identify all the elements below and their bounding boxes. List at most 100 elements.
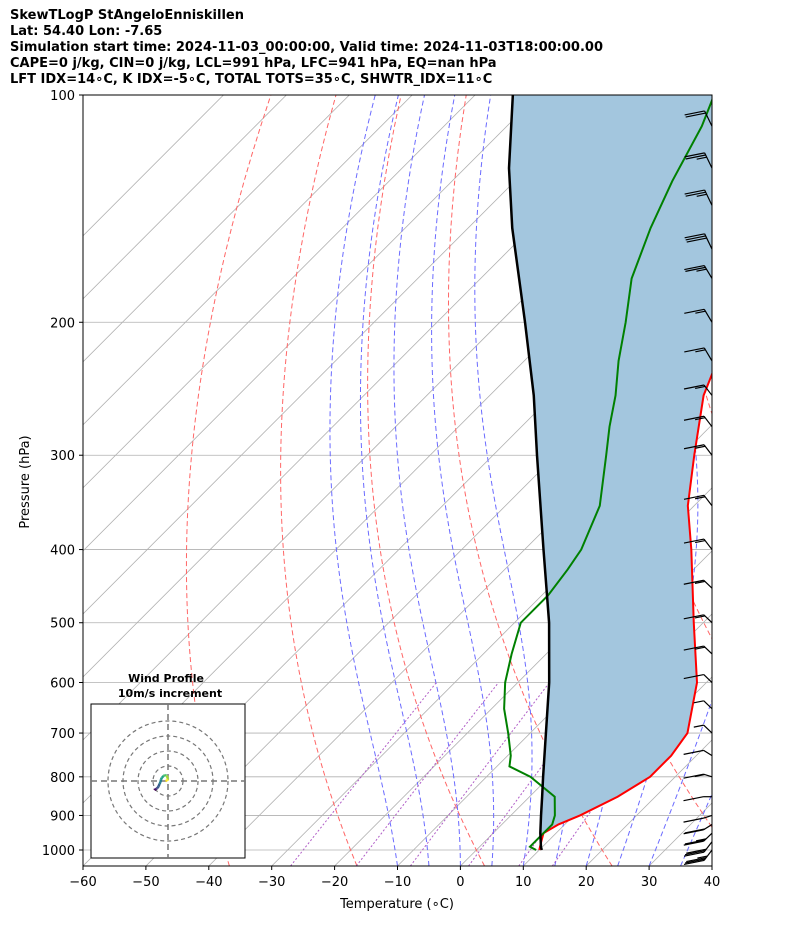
x-axis-title: Temperature (∘C) bbox=[339, 897, 454, 912]
barb-flag bbox=[683, 673, 704, 680]
y-tick-label: 900 bbox=[50, 809, 75, 824]
mixing-ratio-line bbox=[409, 682, 550, 866]
moist-adiabat bbox=[431, 95, 495, 866]
wind-barb bbox=[683, 415, 713, 428]
wind-barb bbox=[683, 773, 713, 779]
isotherm-line bbox=[145, 298, 712, 866]
barb-half-flag bbox=[697, 855, 708, 859]
barb-staff bbox=[703, 538, 713, 550]
isotherm-line bbox=[83, 95, 539, 552]
x-tick-label: −10 bbox=[384, 875, 411, 890]
barb-flag bbox=[683, 415, 705, 421]
barb-flag bbox=[686, 848, 707, 854]
barb-flag bbox=[684, 308, 705, 314]
barb-half-flag bbox=[696, 193, 707, 197]
moist-adiabat bbox=[680, 792, 712, 866]
barb-half-flag bbox=[695, 496, 706, 500]
hodograph-segment bbox=[154, 787, 158, 791]
barb-staff bbox=[704, 189, 713, 206]
y-tick-label: 100 bbox=[50, 89, 75, 104]
hodograph-ring bbox=[107, 720, 229, 842]
isotherm-line bbox=[397, 550, 712, 866]
wind-barb bbox=[684, 233, 713, 250]
x-tick-label: −30 bbox=[258, 875, 285, 890]
wind-barb bbox=[684, 308, 713, 323]
hodograph-segment bbox=[164, 773, 167, 777]
x-tick-label: 30 bbox=[641, 875, 658, 890]
barb-staff bbox=[703, 444, 713, 456]
barb-flag bbox=[685, 154, 706, 160]
barb-staff bbox=[703, 265, 713, 279]
barb-flag bbox=[684, 347, 705, 353]
isotherm-line bbox=[83, 95, 350, 363]
barb-staff bbox=[703, 814, 713, 819]
barb-flag bbox=[683, 444, 705, 450]
barb-flag bbox=[684, 839, 706, 845]
hodograph-segment bbox=[159, 779, 163, 783]
barb-half-flag bbox=[695, 539, 706, 544]
moist-adiabat bbox=[359, 95, 430, 866]
isotherm-line bbox=[83, 95, 476, 489]
wind-barb bbox=[683, 494, 713, 507]
barb-flag bbox=[685, 235, 706, 241]
barb-half-flag bbox=[693, 724, 704, 728]
wind-barb bbox=[683, 579, 713, 589]
wind-barb bbox=[683, 814, 713, 823]
barb-flag bbox=[683, 796, 704, 802]
barb-staff bbox=[703, 645, 713, 655]
y-tick-label: 1000 bbox=[42, 844, 75, 859]
hodograph-inset: Wind Profile 10m/s increment bbox=[90, 672, 246, 859]
hodograph-segment bbox=[155, 786, 159, 790]
wind-barb bbox=[683, 673, 713, 683]
barb-flag bbox=[684, 189, 705, 195]
moist-adiabat bbox=[648, 698, 712, 866]
wind-barb bbox=[684, 110, 713, 127]
barb-half-flag bbox=[695, 445, 706, 449]
barb-staff bbox=[703, 823, 713, 831]
hodograph-segment bbox=[165, 774, 169, 779]
barb-staff bbox=[704, 110, 713, 127]
barb-flag bbox=[683, 840, 704, 846]
isotherm-line bbox=[83, 95, 287, 300]
chart-title: SkewTLogP StAngeloEnniskillen bbox=[10, 8, 244, 23]
y-tick-label: 800 bbox=[50, 771, 75, 786]
x-tick-label: −40 bbox=[195, 875, 222, 890]
cin-shade bbox=[509, 95, 712, 851]
isotherm-line bbox=[83, 95, 602, 615]
barb-flag bbox=[683, 817, 704, 823]
barb-flag bbox=[683, 579, 704, 585]
barb-flag bbox=[683, 645, 704, 651]
dry-adiabat bbox=[661, 95, 712, 416]
barb-flag bbox=[685, 858, 706, 864]
hodograph-segment bbox=[166, 778, 169, 782]
barb-half-flag bbox=[693, 700, 704, 704]
isotherm-line bbox=[775, 95, 794, 866]
wind-barb bbox=[683, 749, 713, 757]
barb-staff bbox=[703, 724, 713, 734]
moist-adiabat bbox=[474, 95, 533, 866]
wind-barb bbox=[683, 538, 713, 550]
barb-staff bbox=[703, 309, 713, 323]
wind-barb bbox=[683, 832, 713, 846]
mixing-ratio-line bbox=[290, 682, 437, 866]
barb-staff bbox=[703, 749, 713, 757]
moist-adiabat bbox=[617, 95, 699, 866]
barb-flag bbox=[683, 859, 705, 866]
barb-staff bbox=[703, 674, 713, 683]
time-line: Simulation start time: 2024-11-03_00:00:… bbox=[10, 40, 603, 55]
dry-adiabat bbox=[367, 95, 485, 866]
barb-half-flag bbox=[695, 417, 706, 421]
parcel-line bbox=[507, 95, 551, 851]
barb-half-flag bbox=[694, 646, 706, 650]
hodograph-segment bbox=[166, 777, 170, 780]
moist-adiabat bbox=[329, 95, 398, 866]
barb-flag bbox=[684, 264, 705, 271]
wind-barb bbox=[684, 152, 713, 169]
wind-barb bbox=[683, 796, 712, 802]
temperature-line bbox=[538, 371, 712, 851]
x-tick-label: 0 bbox=[456, 875, 464, 890]
barb-staff bbox=[703, 841, 713, 853]
barb-flag bbox=[685, 191, 706, 197]
hodograph-segment bbox=[156, 785, 160, 789]
